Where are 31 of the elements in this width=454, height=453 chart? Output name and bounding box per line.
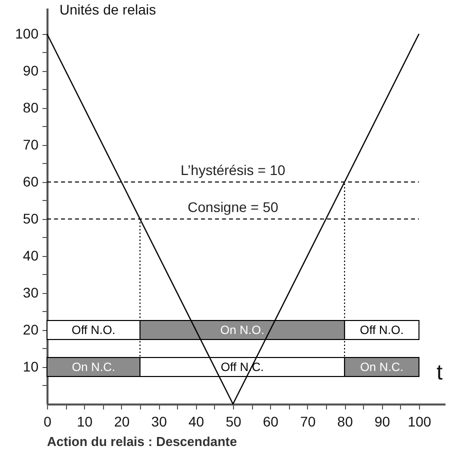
band-label: Off N.O.: [360, 322, 404, 337]
y-tick-label: 10: [22, 358, 39, 374]
y-tick-label: 90: [22, 62, 39, 78]
x-tick-label: 60: [262, 414, 279, 430]
band-label: On N.O.: [220, 322, 264, 337]
y-tick-label: 60: [22, 173, 39, 190]
y-tick-label: 100: [15, 25, 39, 42]
y-tick-label: 30: [22, 284, 39, 300]
x-tick-label: 30: [151, 414, 168, 430]
x-tick-label: 80: [337, 414, 354, 430]
y-tick-label: 70: [22, 136, 39, 152]
text: Action du relais : Descendante: [47, 434, 237, 449]
y-axis-title: Unités de relais: [60, 2, 156, 18]
x-axis-title: t: [436, 360, 443, 384]
y-tick-label: 50: [22, 210, 39, 226]
band-label: Off N.O.: [72, 322, 116, 337]
x-tick-label: 40: [188, 414, 204, 430]
x-tick-label: 50: [226, 414, 242, 430]
x-tick-label: 0: [44, 414, 52, 430]
y-tick-label: 20: [22, 321, 39, 338]
x-tick-label: 70: [300, 414, 316, 430]
x-tick-label: 90: [374, 414, 390, 430]
annotation: L’hystérésis = 10: [180, 162, 286, 178]
band-label: On N.C.: [72, 360, 116, 374]
y-tick-label: 40: [22, 247, 39, 264]
y-tick-label: 80: [22, 99, 39, 116]
x-tick-label: 100: [408, 414, 432, 430]
x-tick-label: 10: [76, 414, 93, 430]
x-tick-label: 20: [114, 414, 130, 430]
band-label: On N.C.: [360, 360, 404, 374]
ref-line-label: Consigne = 50: [188, 198, 279, 215]
